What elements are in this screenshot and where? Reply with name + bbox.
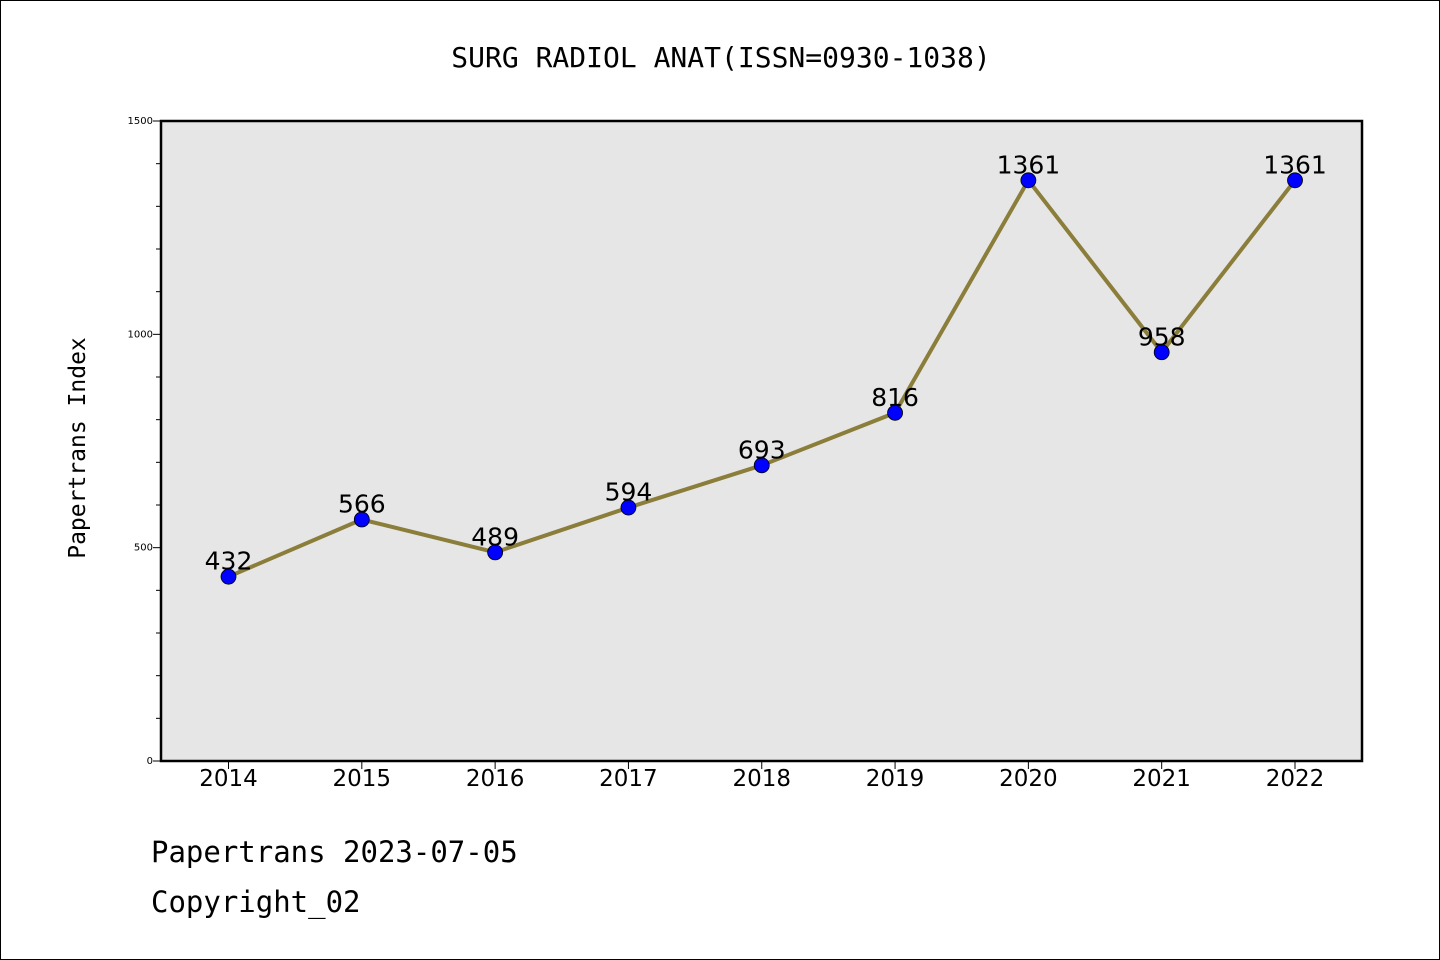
series-group: 432 566 489 594 693 816 1361 958 1361 — [205, 150, 1327, 585]
data-point — [887, 404, 903, 421]
data-label: 693 — [738, 435, 786, 464]
data-point — [487, 544, 504, 561]
data-label: 489 — [471, 522, 519, 551]
x-tick-label: 2022 — [1266, 766, 1325, 792]
data-label: 1361 — [997, 150, 1061, 179]
chart-title: SURG RADIOL ANAT(ISSN=0930-1038) — [451, 41, 990, 74]
plot-area — [161, 121, 1362, 761]
x-tick-label: 2014 — [199, 766, 258, 792]
x-tick-label: 2018 — [732, 766, 791, 792]
y-tick-label: 0 — [147, 756, 153, 767]
x-tick-label: 2015 — [333, 766, 392, 792]
data-label: 566 — [338, 490, 386, 519]
data-point — [353, 511, 370, 528]
data-point — [220, 568, 237, 585]
y-tick-label: 1500 — [128, 116, 153, 127]
y-axis-label: Papertrans Index — [65, 337, 91, 559]
x-tick-label: 2017 — [599, 766, 658, 792]
data-label: 432 — [205, 547, 253, 576]
data-point — [1287, 172, 1303, 189]
x-tick-label: 2020 — [999, 766, 1058, 792]
data-point — [753, 457, 770, 474]
data-label: 1361 — [1263, 150, 1327, 179]
plot-border — [159, 119, 1364, 763]
footer-date: Papertrans 2023-07-05 — [151, 835, 518, 869]
data-point — [1020, 172, 1037, 189]
x-axis: 2014 2015 2016 2017 2018 2019 2020 2021 2022 — [199, 761, 1324, 792]
data-point — [620, 499, 637, 516]
data-label: 816 — [871, 383, 919, 412]
data-label: 958 — [1138, 322, 1186, 351]
y-axis: 0 500 1000 1500 — [128, 116, 161, 767]
y-tick-label: 500 — [134, 543, 153, 554]
footer-copyright: Copyright_02 — [151, 885, 361, 919]
y-tick-label: 1000 — [128, 329, 153, 340]
x-tick-label: 2019 — [866, 766, 925, 792]
data-point — [1153, 344, 1170, 361]
x-tick-label: 2021 — [1132, 766, 1191, 792]
data-label: 594 — [605, 478, 653, 507]
x-tick-label: 2016 — [466, 766, 525, 792]
